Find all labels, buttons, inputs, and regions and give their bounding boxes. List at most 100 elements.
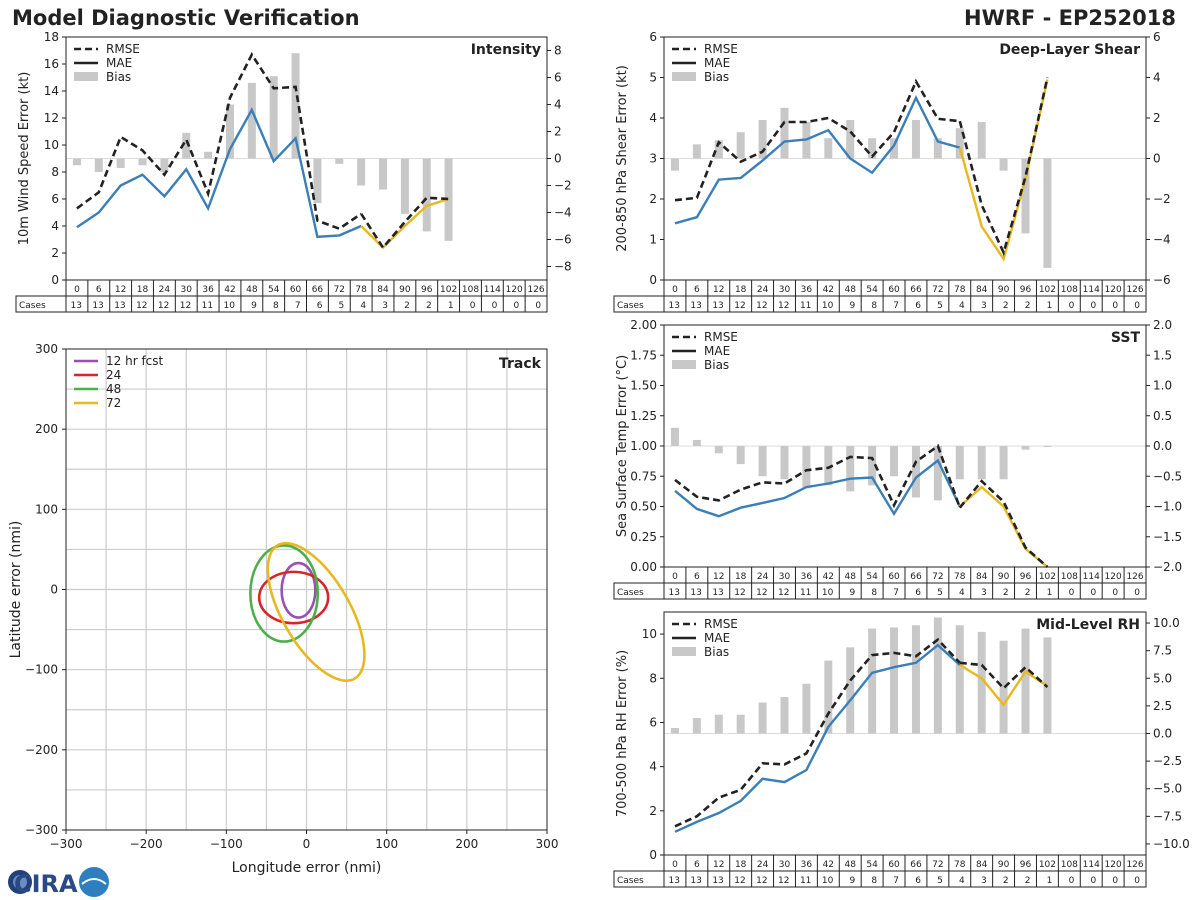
sst-hour-9: 54 (866, 572, 878, 582)
intensity-ytick-label-5: 10 (44, 138, 59, 152)
rh-hour-15: 90 (998, 860, 1010, 870)
shear-bias-bar-11 (911, 120, 920, 159)
shear-bias-bar-4 (758, 120, 767, 159)
shear-bias-bar-2 (714, 140, 723, 159)
intensity-bias-bar-13 (357, 158, 366, 186)
rh-hour-20: 120 (1105, 860, 1122, 870)
shear-cases-17: 1 (1047, 301, 1053, 311)
rh-bias-bar-11 (911, 625, 920, 734)
sst-bias-bar-10 (890, 446, 899, 477)
shear-cases-3: 12 (734, 301, 745, 311)
sst-hour-7: 42 (823, 572, 834, 582)
sst-cases-5: 12 (778, 588, 789, 598)
sst-hour-11: 66 (910, 572, 922, 582)
intensity-ylabel: 10m Wind Speed Error (kt) (17, 72, 32, 246)
sst-cases-12: 5 (937, 588, 943, 598)
rh-cases-2: 13 (712, 876, 723, 886)
sst-ytick-label-6: 1.50 (630, 379, 657, 393)
shear-cases-16: 2 (1025, 301, 1031, 311)
intensity-cases-9: 8 (273, 301, 279, 311)
rh-title: Mid-Level RH (1036, 617, 1140, 633)
rh-hour-1: 6 (694, 860, 700, 870)
intensity-y2tick-label-3: −2 (554, 179, 572, 193)
sst-bias-bar-1 (692, 439, 701, 446)
sst-cases-0: 13 (669, 588, 680, 598)
rh-cases-5: 12 (778, 876, 789, 886)
rh-hour-0: 0 (672, 860, 678, 870)
rh-hour-11: 66 (910, 860, 922, 870)
sst-legend-bias-swatch (672, 360, 696, 369)
sst-hour-12: 72 (932, 572, 943, 582)
sst-bias-bar-13 (955, 446, 964, 480)
rh-hour-10: 60 (888, 860, 900, 870)
sst-bias-bar-2 (714, 446, 723, 454)
sst-ytick-label-2: 0.50 (630, 500, 657, 514)
shear-bias-bar-3 (736, 132, 745, 159)
intensity-y2tick-label-6: 4 (554, 98, 562, 112)
rh-hour-17: 102 (1039, 860, 1056, 870)
intensity-ytick-label-9: 18 (44, 30, 59, 44)
sst-y2tick-label-2: −1.0 (1153, 500, 1182, 514)
shear-cases-7: 10 (822, 301, 834, 311)
intensity-hour-9: 54 (268, 285, 280, 295)
shear-y2tick-label-5: 4 (1153, 71, 1161, 85)
rh-legend-rmse: RMSE (704, 617, 738, 631)
rh-cases-1: 13 (690, 876, 701, 886)
shear-cases-13: 4 (959, 301, 965, 311)
rh-cases-4: 12 (756, 876, 767, 886)
rh-cases-8: 9 (849, 876, 855, 886)
shear-hour-6: 36 (801, 285, 813, 295)
rh-cases-21: 0 (1134, 876, 1140, 886)
sst-bias-bar-16 (1021, 446, 1030, 450)
intensity-cases-10: 7 (295, 301, 301, 311)
intensity-hour-5: 30 (181, 285, 193, 295)
rh-hour-14: 84 (976, 860, 988, 870)
rh-ytick-label-4: 8 (649, 671, 657, 685)
sst-title: SST (1111, 330, 1141, 346)
rh-hour-4: 24 (757, 860, 769, 870)
sst-hour-13: 78 (954, 572, 966, 582)
shear-y2tick-label-0: −6 (1153, 273, 1171, 287)
intensity-y2tick-label-1: −6 (554, 233, 572, 247)
intensity-hour-0: 0 (74, 285, 80, 295)
shear-bias-bar-16 (1021, 158, 1030, 234)
rh-cases-20: 0 (1112, 876, 1118, 886)
intensity-bias-bar-8 (247, 82, 256, 159)
intensity-y2tick-label-5: 2 (554, 125, 562, 139)
shear-hour-15: 90 (998, 285, 1010, 295)
shear-mae-line (674, 95, 961, 225)
track-legend-3: 72 (106, 396, 121, 410)
sst-ytick-label-0: 0.00 (630, 560, 657, 574)
rh-cases-12: 5 (937, 876, 943, 886)
intensity-bias-bar-6 (204, 151, 213, 159)
intensity-bias-bar-1 (94, 158, 103, 172)
intensity-cases-18: 0 (470, 301, 476, 311)
sst-cases-20: 0 (1112, 588, 1118, 598)
rh-bias-bar-9 (868, 628, 877, 734)
shear-cases-1: 13 (690, 301, 701, 311)
rh-bias-bar-14 (977, 631, 986, 734)
rh-legend-bias: Bias (704, 645, 729, 659)
rh-bias-bar-7 (824, 660, 833, 734)
intensity-hour-2: 12 (115, 285, 126, 295)
shear-hour-16: 96 (1020, 285, 1032, 295)
sst-bias-bar-14 (977, 446, 986, 480)
rh-cases-label: Cases (617, 876, 644, 886)
rh-rmse-late-line (959, 661, 1049, 691)
sst-cases-row (613, 582, 1147, 600)
track-xtick-label-6: 300 (536, 837, 559, 851)
rh-y2tick-label-6: 5.0 (1153, 671, 1172, 685)
sst-legend-mae: MAE (704, 344, 730, 358)
shear-hour-21: 126 (1126, 285, 1143, 295)
rh-hour-8: 48 (845, 860, 857, 870)
rh-ytick-label-0: 0 (649, 848, 657, 862)
shear-y2tick-label-6: 6 (1153, 30, 1161, 44)
sst-y2tick-label-1: −1.5 (1153, 530, 1182, 544)
intensity-hour-16: 96 (421, 285, 433, 295)
sst-hour-4: 24 (757, 572, 769, 582)
shear-hour-2: 12 (713, 285, 724, 295)
intensity-hour-4: 24 (159, 285, 171, 295)
shear-bias-bar-1 (692, 144, 701, 159)
sst-bias-bar-11 (911, 446, 920, 498)
